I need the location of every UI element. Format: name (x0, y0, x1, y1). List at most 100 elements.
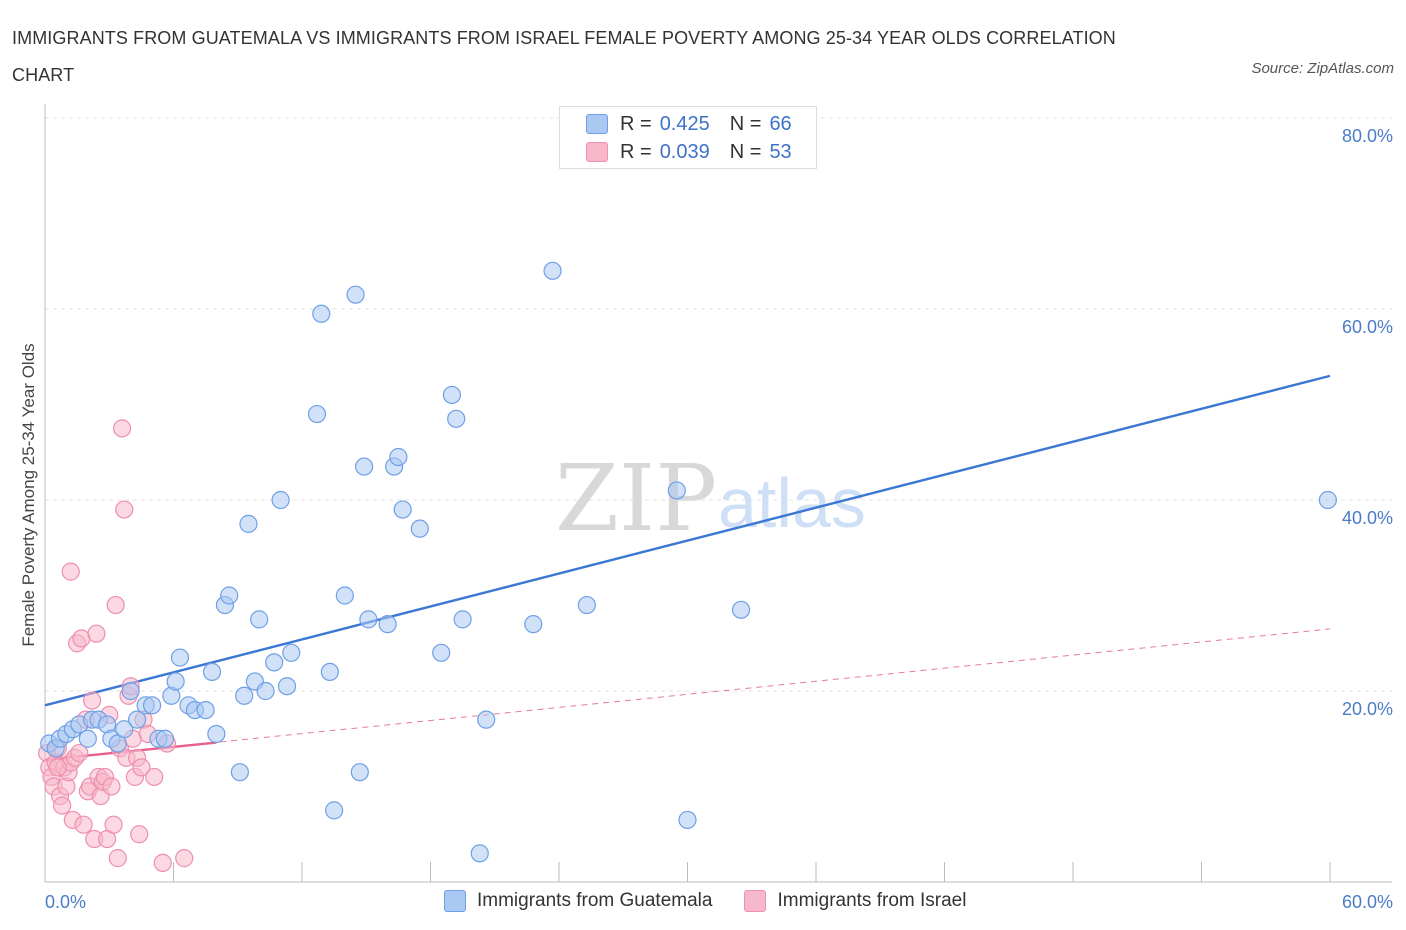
point-guatemala (121, 681, 140, 701)
point-israel (112, 419, 132, 438)
point-guatemala (359, 610, 378, 629)
point-israel (175, 849, 194, 868)
watermark-atlas: atlas (718, 464, 866, 542)
point-israel (153, 853, 172, 873)
point-israel (70, 743, 89, 763)
source-label: Source: ZipAtlas.com (1251, 60, 1394, 77)
point-israel (108, 849, 127, 868)
y-axis-label: Female Poverty Among 25-34 Year Olds (19, 343, 38, 646)
point-guatemala (196, 700, 215, 720)
bottom-legend-label: Immigrants from Guatemala (477, 890, 713, 911)
bottom-legend-label: Immigrants from Israel (777, 890, 967, 911)
point-israel (61, 562, 80, 581)
point-guatemala (350, 763, 369, 782)
point-guatemala (127, 710, 147, 729)
point-guatemala (256, 681, 275, 701)
gridlines (45, 117, 1392, 692)
point-guatemala (202, 662, 222, 682)
point-guatemala (378, 615, 397, 634)
tick-labels: 20.0% 40.0% 60.0% 80.0% 0.0% 60.0% (45, 126, 1393, 912)
x-tick-label: 60.0% (1342, 892, 1393, 912)
point-guatemala (250, 610, 269, 629)
point-guatemala (355, 457, 374, 476)
point-israel (48, 758, 67, 777)
point-guatemala (335, 586, 354, 605)
point-guatemala (265, 653, 284, 672)
point-guatemala (1318, 490, 1337, 510)
point-guatemala (667, 481, 686, 500)
point-guatemala (307, 404, 327, 424)
legend-swatch-israel (586, 142, 608, 162)
point-israel (145, 767, 164, 787)
legend-row-israel: R = 0.039 N = 53 (560, 138, 792, 166)
bottom-legend-israel: Immigrants from Israel (744, 890, 966, 912)
point-guatemala (235, 686, 254, 705)
bottom-legend-swatch-guatemala (444, 890, 466, 912)
bottom-legend-swatch-israel (744, 890, 767, 912)
point-guatemala (731, 600, 751, 619)
y-tick-label: 20.0% (1342, 699, 1393, 719)
point-guatemala (393, 500, 412, 519)
legend-row-guatemala: R = 0.425 N = 66 (560, 110, 792, 138)
point-guatemala (477, 710, 496, 729)
watermark-zip: ZIP (555, 445, 717, 552)
point-guatemala (277, 677, 297, 696)
legend-r-label: R = (620, 112, 652, 135)
point-guatemala (432, 643, 451, 662)
point-guatemala (453, 610, 472, 629)
y-tick-label: 80.0% (1342, 126, 1393, 146)
y-tick-label: 60.0% (1342, 317, 1393, 337)
point-guatemala (320, 662, 339, 682)
point-guatemala (115, 720, 134, 739)
point-israel (87, 624, 106, 643)
legend-r-label: R = (620, 140, 652, 163)
point-guatemala (543, 261, 562, 280)
legend-r-value: 0.039 (659, 140, 710, 163)
bottom-legend: Immigrants from Guatemala Immigrants fro… (444, 890, 998, 912)
legend-n-value: 53 (769, 140, 792, 163)
point-guatemala (524, 615, 543, 634)
point-guatemala (470, 844, 489, 863)
point-guatemala (346, 285, 365, 304)
point-guatemala (239, 514, 258, 533)
x-tick-label: 0.0% (45, 892, 86, 912)
legend-n-label: N = (729, 140, 762, 163)
point-guatemala (410, 519, 429, 538)
point-guatemala (678, 810, 697, 830)
point-guatemala (325, 801, 344, 820)
point-guatemala (142, 696, 162, 715)
point-israel (104, 815, 123, 834)
point-guatemala (170, 648, 190, 667)
y-tick-label: 40.0% (1342, 508, 1393, 528)
point-guatemala (207, 724, 226, 744)
legend-n-label: N = (729, 112, 762, 135)
point-guatemala (389, 447, 408, 467)
point-israel (130, 825, 149, 844)
point-israel (115, 500, 134, 519)
chart-title: IMMIGRANTS FROM GUATEMALA VS IMMIGRANTS … (12, 28, 1116, 85)
point-guatemala (271, 490, 290, 510)
bottom-legend-guatemala: Immigrants from Guatemala (444, 890, 712, 912)
point-guatemala (166, 672, 185, 691)
point-israel (102, 777, 121, 796)
point-guatemala (447, 409, 466, 428)
legend-n-value: 66 (769, 112, 792, 135)
data-points (38, 261, 1337, 873)
point-guatemala (78, 729, 97, 748)
point-guatemala (577, 595, 596, 615)
legend-swatch-guatemala (586, 114, 608, 134)
point-israel (132, 758, 151, 777)
point-guatemala (230, 763, 249, 782)
watermark: ZIP atlas (555, 445, 866, 552)
point-guatemala (282, 643, 301, 662)
legend-r-value: 0.425 (659, 112, 710, 135)
point-israel (53, 796, 72, 815)
point-israel (106, 595, 125, 615)
point-israel (83, 691, 102, 710)
legend: R = 0.425 N = 66 R = 0.039 N = 53 (559, 106, 817, 169)
trend-guatemala (44, 374, 1331, 707)
point-guatemala (442, 385, 462, 405)
point-israel (72, 629, 91, 648)
point-guatemala (220, 586, 239, 605)
